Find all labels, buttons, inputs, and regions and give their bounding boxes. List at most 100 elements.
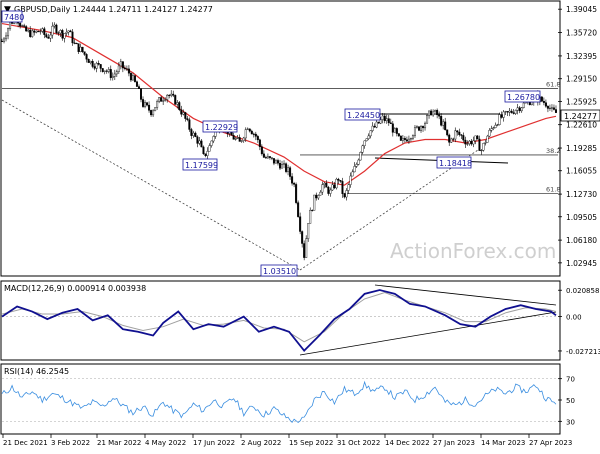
macd-triangle-upper: [374, 284, 557, 306]
macd-title: MACD(12,26,9) 0.000914 0.003938: [4, 284, 146, 293]
candle-body: [428, 110, 431, 116]
x-tick-label: 21 Mar 2022: [97, 439, 141, 447]
macd-tick-label: 0.00: [566, 314, 582, 322]
candle-body: [260, 146, 263, 155]
candle-body: [397, 133, 400, 137]
candle-body: [200, 140, 203, 148]
candle-body: [496, 124, 499, 126]
candle-body: [504, 111, 507, 113]
annotation-1-17599-label: 1.17599: [185, 161, 218, 170]
candle-body: [430, 110, 433, 116]
x-tick-label: 3 Feb 2022: [51, 439, 90, 447]
candle-body: [180, 109, 183, 115]
candle-body: [174, 95, 177, 105]
annotation-1-22929: 1.22929: [202, 120, 238, 133]
candle-body: [47, 36, 50, 39]
candle-body: [377, 121, 380, 124]
candle-body: [506, 111, 509, 113]
candle-body: [291, 176, 294, 184]
candle-body: [498, 114, 501, 125]
candle-body: [415, 126, 418, 128]
candle-body: [329, 189, 332, 194]
fib-label: 38.2: [546, 147, 560, 155]
candle-body: [192, 132, 195, 136]
trendline-dashed-down: [1, 99, 301, 271]
x-tick-label: 14 Dec 2022: [385, 439, 430, 447]
candle-body: [478, 138, 481, 151]
candle-body: [51, 25, 54, 36]
price-tick-label: 1.35720: [566, 29, 597, 38]
candle-body: [244, 129, 247, 139]
candle-body: [146, 102, 149, 106]
price-tick-label: 1.22610: [566, 121, 597, 130]
candle-body: [500, 114, 503, 118]
candle-body: [399, 135, 402, 141]
candle-body: [395, 128, 398, 134]
candle-body: [424, 122, 427, 129]
candle-body: [131, 75, 134, 81]
candle-body: [492, 127, 495, 129]
candle-body: [113, 73, 116, 77]
x-tick-label: 4 May 2022: [145, 439, 186, 447]
candle-body: [250, 130, 253, 135]
candle-body: [9, 22, 12, 29]
candle-body: [303, 243, 306, 258]
last-price-label: 1.24277: [564, 112, 597, 121]
candle-body: [71, 31, 74, 44]
collapse-arrow-icon[interactable]: ▼: [4, 5, 11, 15]
candle-body: [258, 139, 261, 148]
price-panel-frame: [0, 0, 561, 277]
candle-body: [27, 29, 30, 32]
candle-body: [73, 42, 76, 44]
annotation-1-24450: 1.24450: [344, 108, 381, 121]
annotation-7480-label: 7480: [4, 13, 24, 22]
rsi-line: [1, 380, 557, 424]
x-tick-label: 14 Mar 2023: [481, 439, 525, 447]
candle-body: [109, 69, 112, 78]
candle-body: [462, 135, 465, 141]
candle-body: [448, 134, 451, 143]
candle-body: [125, 68, 128, 70]
candle-body: [148, 104, 151, 111]
candle-body: [420, 126, 423, 131]
candle-body: [391, 123, 394, 133]
x-tick-label: 2 Aug 2022: [241, 439, 281, 447]
candle-body: [323, 182, 326, 185]
candle-body: [464, 139, 467, 145]
candle-body: [59, 30, 62, 34]
candle-body: [295, 184, 298, 203]
candle-body: [190, 129, 193, 136]
candle-body: [206, 151, 209, 156]
candle-body: [450, 138, 453, 143]
candle-body: [43, 28, 46, 35]
candle-body: [440, 115, 443, 126]
candle-body: [542, 101, 545, 103]
candle-body: [413, 127, 416, 136]
x-tick-label: 27 Apr 2023: [529, 439, 572, 447]
rsi-title: RSI(14) 46.2545: [4, 367, 69, 376]
candle-body: [369, 130, 372, 137]
candle-body: [99, 64, 102, 69]
candle-body: [69, 30, 72, 33]
candle-body: [279, 163, 282, 169]
candle-body: [178, 102, 181, 110]
candle-body: [550, 107, 553, 109]
candle-body: [313, 194, 316, 211]
candle-body: [387, 118, 390, 124]
candle-body: [23, 25, 26, 27]
candle-body: [357, 159, 360, 165]
x-tick-label: 17 Jun 2022: [193, 439, 235, 447]
candle-body: [170, 93, 173, 96]
candle-body: [438, 114, 441, 117]
rsi-axis: 70 50 30: [2, 376, 575, 426]
candle-body: [456, 130, 459, 133]
candle-body: [268, 156, 271, 158]
candle-body: [135, 81, 138, 87]
candle-body: [25, 26, 28, 32]
candle-body: [281, 163, 284, 169]
candle-body: [89, 60, 92, 63]
macd-tick-label: 0.020858: [566, 287, 599, 295]
candle-body: [186, 118, 189, 120]
